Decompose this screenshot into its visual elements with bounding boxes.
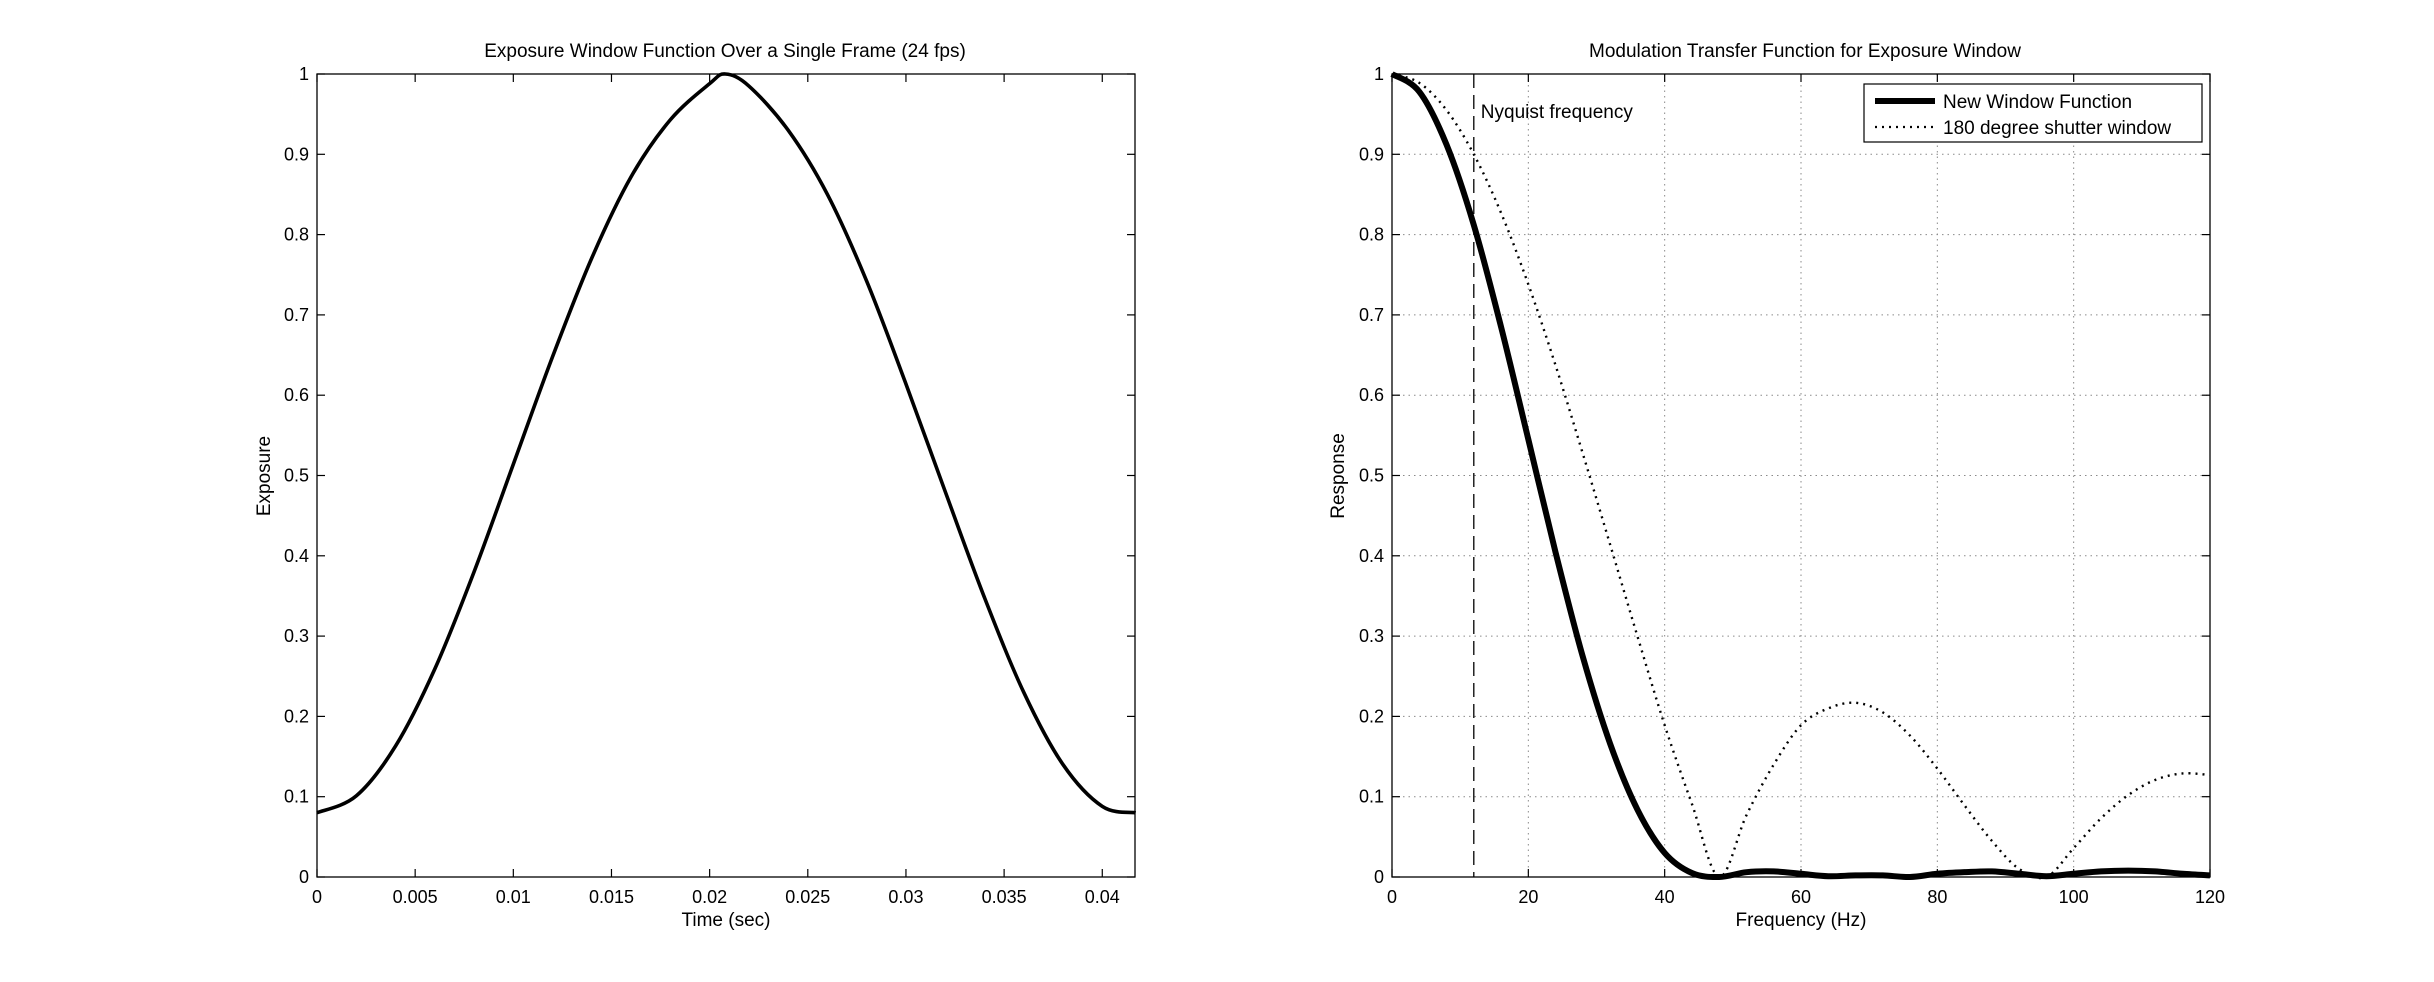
x-tick-label: 0 xyxy=(1387,887,1397,907)
y-tick-label: 0.4 xyxy=(284,546,309,566)
y-tick-label: 0.1 xyxy=(284,787,309,807)
y-tick-label: 1 xyxy=(1374,64,1384,84)
y-tick-label: 0.9 xyxy=(284,144,309,164)
x-tick-label: 0.005 xyxy=(393,887,438,907)
chart-mtf: Modulation Transfer Function for Exposur… xyxy=(1328,41,2225,931)
y-tick-label: 1 xyxy=(299,64,309,84)
chart-2-title: Modulation Transfer Function for Exposur… xyxy=(1589,41,2021,62)
chart-1-axes-box xyxy=(316,73,1136,878)
x-tick-label: 20 xyxy=(1518,887,1538,907)
legend-label-180-degree: 180 degree shutter window xyxy=(1943,118,2171,139)
y-tick-label: 0.8 xyxy=(1359,225,1384,245)
x-tick-label: 100 xyxy=(2059,887,2089,907)
chart-1-xlabel: Time (sec) xyxy=(681,910,770,931)
y-tick-label: 0.6 xyxy=(1359,385,1384,405)
x-tick-label: 40 xyxy=(1655,887,1675,907)
chart-1-ylabel: Exposure xyxy=(254,436,275,516)
y-tick-label: 0 xyxy=(299,867,309,887)
chart-1-ticks: 0 0.005 0.01 0.015 0.02 0.025 0.03 0.035 0.04 0 0.… xyxy=(284,64,1135,907)
legend-label-new-window: New Window Function xyxy=(1943,92,2132,113)
x-tick-label: 80 xyxy=(1927,887,1947,907)
series-line-1 xyxy=(1391,72,2211,880)
x-tick-label: 0 xyxy=(312,887,322,907)
y-tick-label: 0.7 xyxy=(1359,305,1384,325)
x-tick-label: 0.04 xyxy=(1085,887,1120,907)
series-line-0 xyxy=(1390,71,2211,881)
y-tick-label: 0.5 xyxy=(1359,466,1384,486)
chart-2-series xyxy=(1390,71,2211,881)
y-tick-label: 0 xyxy=(1374,867,1384,887)
y-tick-label: 0.3 xyxy=(284,626,309,646)
nyquist-label: Nyquist frequency xyxy=(1481,102,1634,123)
chart-2-grid xyxy=(1392,74,2210,877)
chart-exposure-window: Exposure Window Function Over a Single F… xyxy=(254,41,1136,931)
y-tick-label: 0.7 xyxy=(284,305,309,325)
x-tick-label: 0.01 xyxy=(496,887,531,907)
x-tick-label: 120 xyxy=(2195,887,2225,907)
y-tick-label: 0.9 xyxy=(1359,144,1384,164)
chart-2-ticks: 0 20 40 60 80 100 120 0 0.1 0.2 0.3 0.4 0.5 0.6 0.7 0.8… xyxy=(1359,64,2225,907)
y-tick-label: 0.3 xyxy=(1359,626,1384,646)
x-tick-label: 0.025 xyxy=(785,887,830,907)
chart-2-ylabel: Response xyxy=(1328,433,1349,519)
y-tick-label: 0.2 xyxy=(284,706,309,726)
y-tick-label: 0.5 xyxy=(284,466,309,486)
y-tick-label: 0.8 xyxy=(284,225,309,245)
x-tick-label: 0.015 xyxy=(589,887,634,907)
legend-box xyxy=(1863,83,2203,143)
y-tick-label: 0.2 xyxy=(1359,706,1384,726)
x-tick-label: 0.035 xyxy=(982,887,1027,907)
y-tick-label: 0.1 xyxy=(1359,787,1384,807)
y-tick-label: 0.6 xyxy=(284,385,309,405)
chart-2-nyquist: Nyquist frequency xyxy=(1473,74,1634,877)
x-tick-label: 0.02 xyxy=(692,887,727,907)
x-tick-label: 0.03 xyxy=(888,887,923,907)
x-tick-label: 60 xyxy=(1791,887,1811,907)
chart-2-xlabel: Frequency (Hz) xyxy=(1736,910,1867,931)
chart-2-legend: New Window Function 180 degree shutter w… xyxy=(1863,83,2203,143)
y-tick-label: 0.4 xyxy=(1359,546,1384,566)
chart-2-axes-box xyxy=(1391,73,2211,878)
chart-1-title: Exposure Window Function Over a Single F… xyxy=(484,41,966,62)
